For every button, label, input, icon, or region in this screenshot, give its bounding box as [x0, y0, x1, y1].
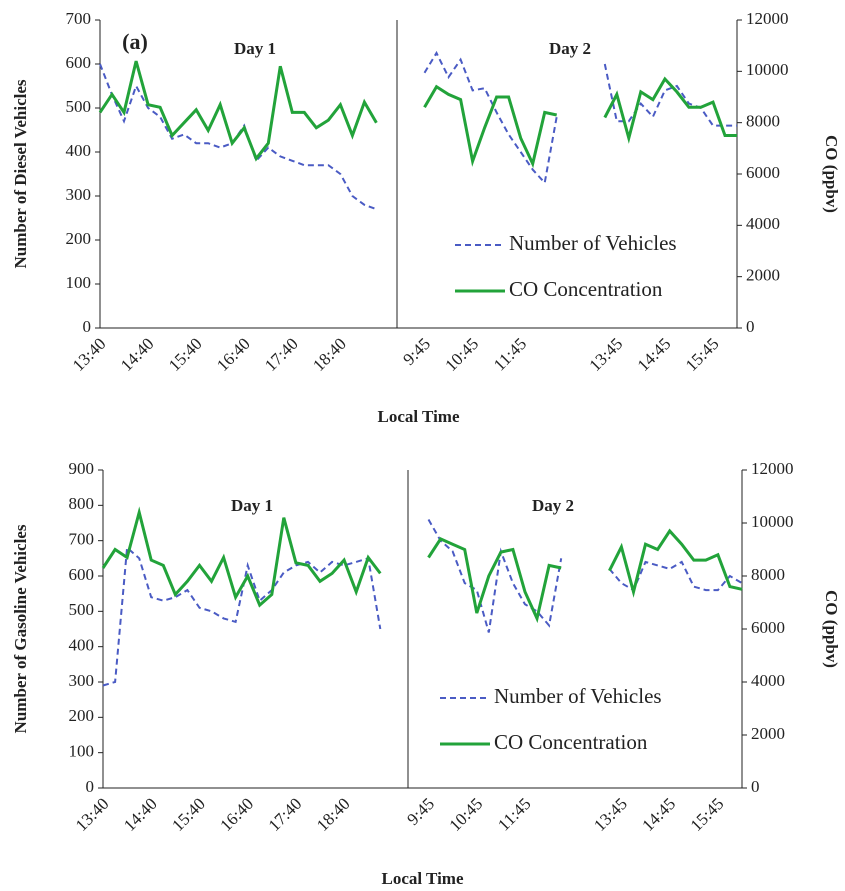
- panel-label: (a): [122, 29, 148, 54]
- x-tick-label: 9:45: [399, 334, 434, 369]
- x-tick-label: 11:45: [494, 794, 534, 834]
- x-tick-label: 17:40: [265, 794, 306, 835]
- y2-tick-label: 12000: [746, 9, 789, 28]
- series-line: [98, 60, 737, 169]
- y-tick-label: 500: [66, 97, 92, 116]
- x-tick-label: 13:40: [69, 334, 110, 375]
- x-tick-label: 9:45: [403, 794, 438, 829]
- x-tick-label: 11:45: [490, 334, 530, 374]
- y-tick-label: 600: [66, 53, 92, 72]
- x-tick-label: 15:40: [168, 794, 209, 835]
- day-label: Day 1: [234, 39, 276, 58]
- x-tick-label: 17:40: [261, 334, 302, 375]
- day-label: Day 2: [549, 39, 591, 58]
- x-tick-label: 16:40: [216, 794, 257, 835]
- x-tick-label: 16:40: [213, 334, 254, 375]
- y2-tick-label: 0: [751, 777, 760, 796]
- x-tick-label: 14:45: [634, 334, 675, 375]
- y-tick-label: 700: [66, 9, 92, 28]
- y-tick-label: 200: [69, 706, 95, 725]
- y2-axis-title: CO (ppbv): [822, 590, 841, 668]
- x-tick-label: 15:40: [165, 334, 206, 375]
- day-label: Day 1: [231, 496, 273, 515]
- y2-tick-label: 10000: [751, 512, 794, 531]
- x-axis-title: Local Time: [381, 869, 463, 888]
- y-tick-label: 0: [86, 777, 95, 796]
- y-tick-label: 600: [69, 565, 95, 584]
- y2-tick-label: 4000: [751, 671, 785, 690]
- y2-tick-label: 6000: [746, 163, 780, 182]
- day-label: Day 2: [532, 496, 574, 515]
- y2-tick-label: 8000: [746, 112, 780, 131]
- x-tick-label: 13:40: [72, 794, 113, 835]
- y-tick-label: 200: [66, 229, 92, 248]
- y2-tick-label: 2000: [746, 266, 780, 285]
- x-tick-label: 10:45: [441, 334, 482, 375]
- y-tick-label: 100: [69, 742, 95, 761]
- y-axis-title: Number of Diesel Vehicles: [11, 79, 30, 268]
- series-line: [101, 506, 743, 624]
- y-tick-label: 900: [69, 459, 95, 478]
- y-tick-label: 300: [69, 671, 95, 690]
- y-tick-label: 0: [83, 317, 92, 336]
- y-tick-label: 400: [66, 141, 92, 160]
- legend-label: CO Concentration: [494, 730, 648, 754]
- x-tick-label: 14:40: [117, 334, 158, 375]
- y-tick-label: 700: [69, 530, 95, 549]
- y-tick-label: 100: [66, 273, 92, 292]
- x-tick-label: 13:45: [590, 794, 631, 835]
- y-axis-title: Number of Gasoline Vehicles: [11, 524, 30, 733]
- legend-label: Number of Vehicles: [509, 231, 677, 255]
- y2-tick-label: 10000: [746, 60, 789, 79]
- legend-label: CO Concentration: [509, 277, 663, 301]
- x-tick-label: 10:45: [446, 794, 487, 835]
- x-axis-title: Local Time: [377, 407, 459, 426]
- x-tick-label: 18:40: [309, 334, 350, 375]
- y2-tick-label: 12000: [751, 459, 794, 478]
- y2-tick-label: 8000: [751, 565, 785, 584]
- y2-tick-label: 2000: [751, 724, 785, 743]
- x-tick-label: 18:40: [313, 794, 354, 835]
- y2-axis-title: CO (ppbv): [822, 135, 841, 213]
- y-tick-label: 500: [69, 600, 95, 619]
- series-line: [99, 50, 737, 211]
- x-tick-label: 14:45: [638, 794, 679, 835]
- y2-tick-label: 4000: [746, 214, 780, 233]
- x-tick-label: 14:40: [120, 794, 161, 835]
- y-tick-label: 800: [69, 494, 95, 513]
- legend-label: Number of Vehicles: [494, 684, 662, 708]
- y-tick-label: 300: [66, 185, 92, 204]
- x-tick-label: 13:45: [586, 334, 627, 375]
- x-tick-label: 15:45: [682, 334, 723, 375]
- y2-tick-label: 6000: [751, 618, 785, 637]
- y-tick-label: 400: [69, 636, 95, 655]
- y2-tick-label: 0: [746, 317, 755, 336]
- x-tick-label: 15:45: [687, 794, 728, 835]
